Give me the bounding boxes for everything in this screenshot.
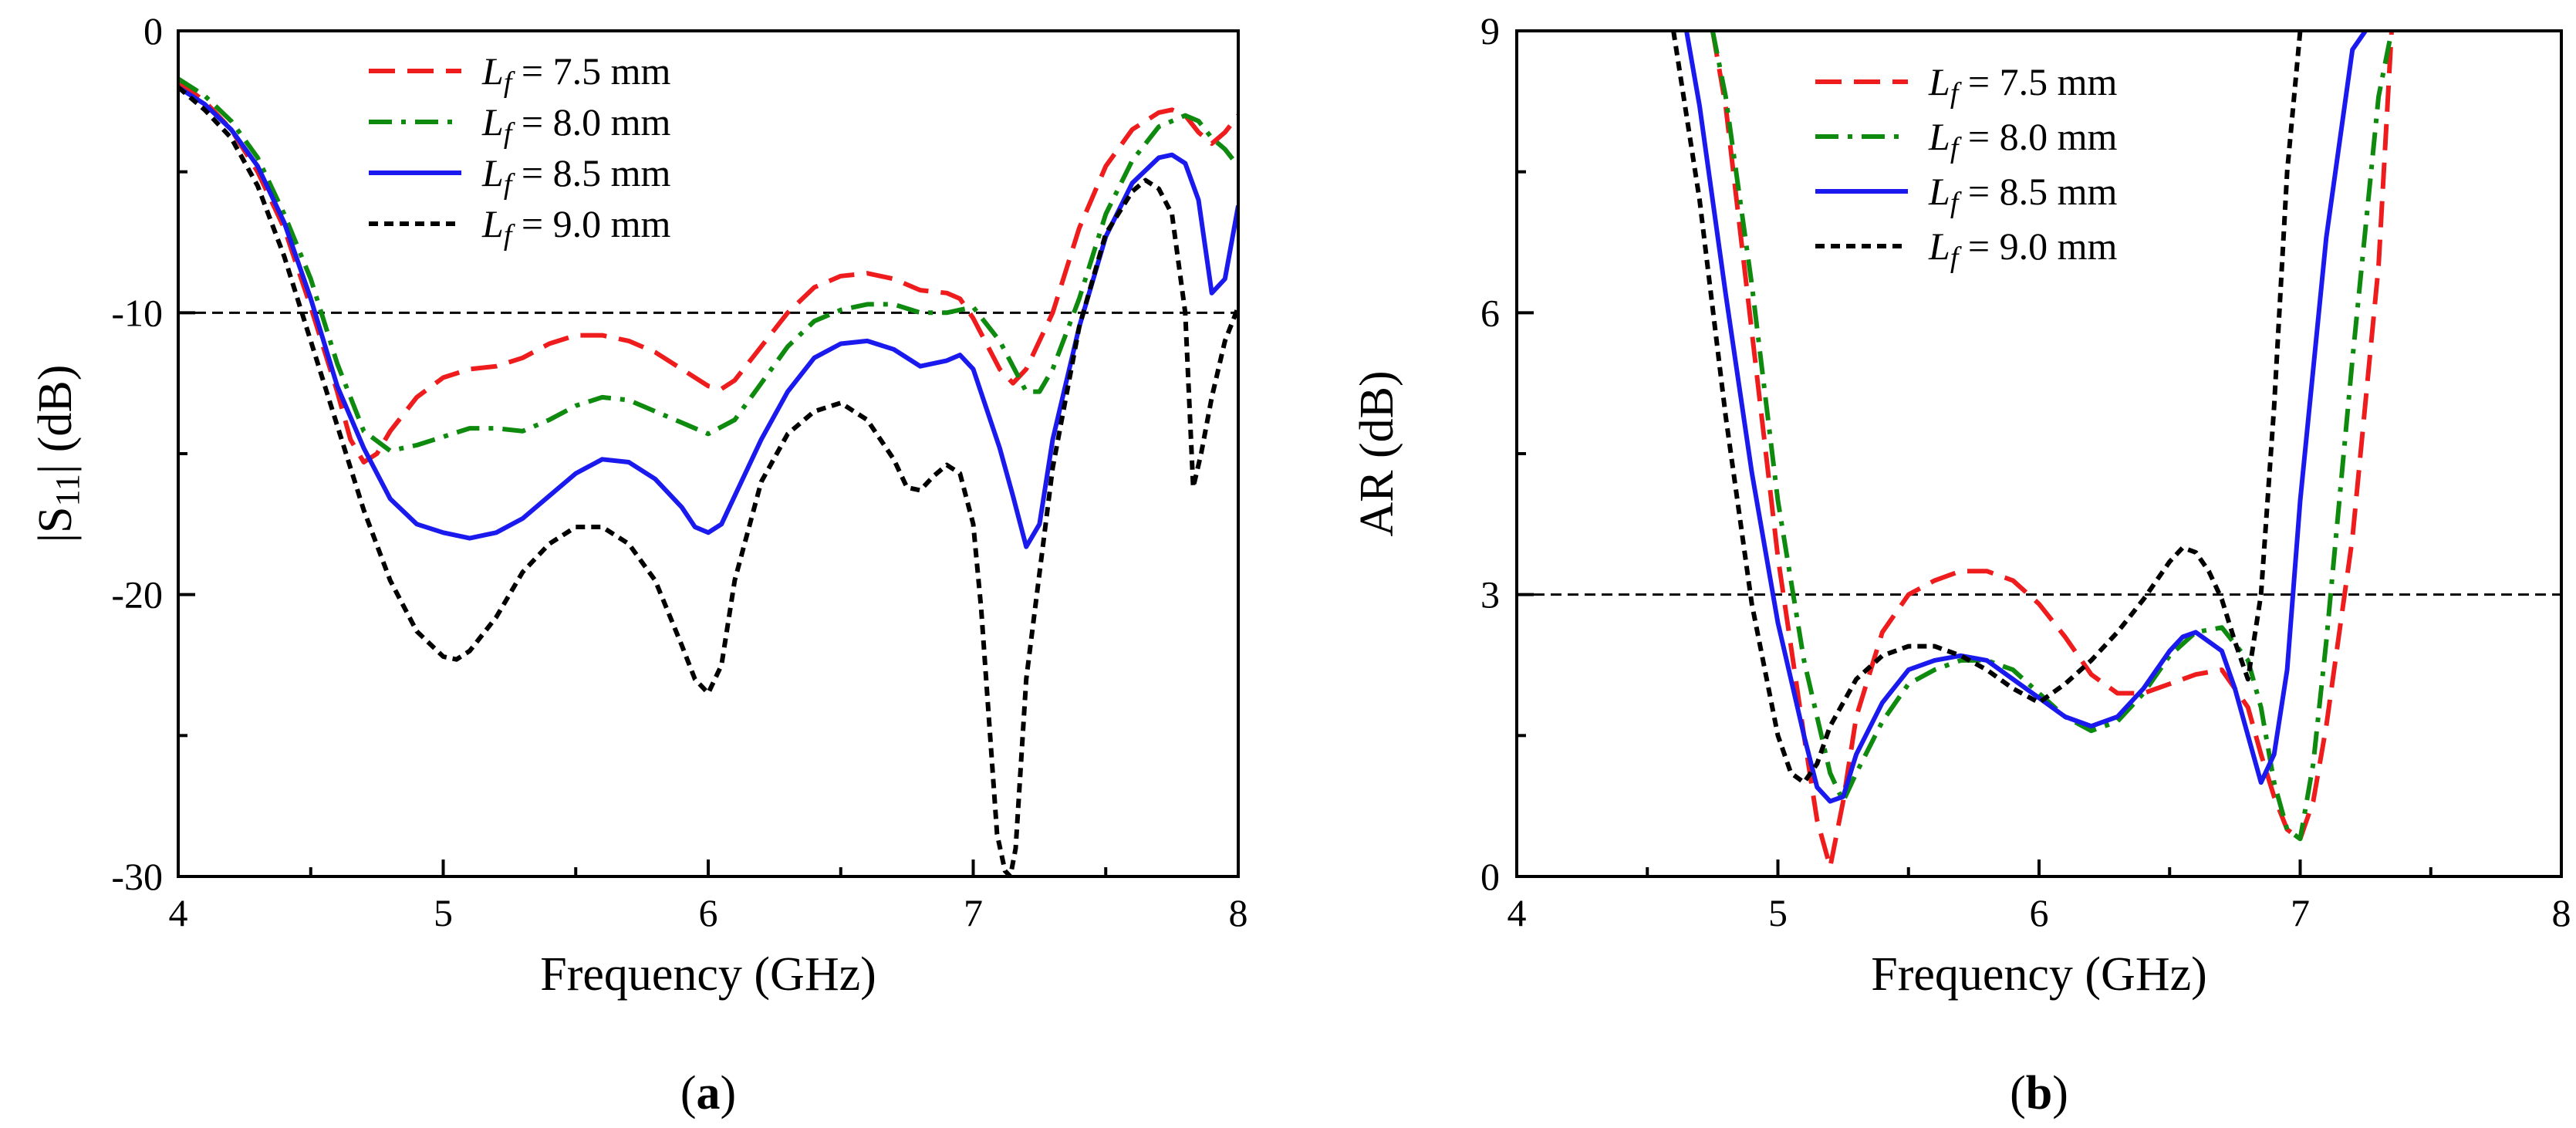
chart-panel-a: 4 5 6 7 8 -30 -20 -10 0 Frequency (GHz) |S11| (dB)… [29, 9, 1248, 1120]
y-tick-label: -20 [111, 573, 163, 616]
x-tick-label: 5 [434, 891, 453, 934]
x-tick-label: 7 [2291, 891, 2310, 934]
legend-value: = 8.0 mm [511, 100, 670, 144]
y-tick-label: 9 [1480, 9, 1500, 52]
legend-label-3: Lf = 8.5 mm [1928, 170, 2117, 219]
panel-label-open: ( [2010, 1067, 2026, 1120]
panel-label-close: ) [2052, 1067, 2068, 1120]
panel-label-open: ( [680, 1067, 697, 1120]
series-line-1 [1710, 31, 2394, 870]
legend-var: L [481, 151, 504, 194]
legend-var: L [481, 100, 504, 144]
x-tick-label: 4 [1507, 891, 1527, 934]
legend-label-1: Lf = 7.5 mm [481, 49, 670, 99]
y-axis-label: |S11| (dB) [29, 365, 86, 543]
chart-panel-b: 4 5 6 7 8 0 3 6 9 Frequency (GHz) AR (dB) Lf = 7.5 … [1351, 9, 2571, 1120]
y-axis-label: AR (dB) [1351, 370, 1403, 536]
panel-label-letter: a [697, 1067, 721, 1120]
legend: Lf = 7.5 mm Lf = 8.0 mm Lf = 8.5 mm Lf = 9.… [1815, 60, 2117, 274]
series-line-3 [1684, 31, 2368, 804]
x-tick-label: 6 [2030, 891, 2049, 934]
x-tick-label: 4 [169, 891, 188, 934]
y-tick-label: 0 [143, 9, 163, 52]
y-axis-label-unit: | (dB) [29, 365, 82, 475]
legend-var: L [1928, 115, 1950, 158]
panel-label: (a) [680, 1067, 736, 1120]
legend-label-2: Lf = 8.0 mm [481, 100, 670, 150]
y-tick-label: 0 [1480, 855, 1500, 898]
series-line-1 [178, 79, 1238, 464]
series-group [1671, 31, 2394, 870]
legend-value: = 9.0 mm [511, 202, 670, 245]
legend-value: = 9.0 mm [1958, 225, 2117, 268]
legend-label-2: Lf = 8.0 mm [1928, 115, 2117, 164]
legend-value: = 7.5 mm [511, 49, 670, 93]
x-axis-label: Frequency (GHz) [1871, 948, 2207, 1001]
y-tick-label: -30 [111, 855, 163, 898]
legend-label-3: Lf = 8.5 mm [481, 151, 670, 201]
panel-label-close: ) [721, 1067, 737, 1120]
legend-var: L [1928, 170, 1950, 213]
series-group [178, 76, 1238, 876]
legend-value: = 8.5 mm [511, 151, 670, 194]
x-tick-label: 6 [699, 891, 718, 934]
x-tick-label: 7 [964, 891, 983, 934]
y-axis-label-main: |S [29, 507, 82, 543]
legend-value: = 8.5 mm [1958, 170, 2117, 213]
legend-value: = 8.0 mm [1958, 115, 2117, 158]
y-tick-label: 6 [1480, 291, 1500, 334]
legend-value: = 7.5 mm [1958, 60, 2117, 103]
panel-label: (b) [2010, 1067, 2068, 1120]
x-tick-label: 8 [2552, 891, 2571, 934]
x-tick-label: 5 [1768, 891, 1788, 934]
panel-label-letter: b [2026, 1067, 2052, 1120]
legend-label-1: Lf = 7.5 mm [1928, 60, 2117, 110]
y-axis-label-subscript: 11 [49, 474, 86, 506]
x-axis-label: Frequency (GHz) [540, 948, 876, 1001]
y-tick-label: -10 [111, 291, 163, 334]
legend-label-4: Lf = 9.0 mm [1928, 225, 2117, 274]
legend-var: L [481, 49, 504, 93]
legend-var: L [1928, 225, 1950, 268]
legend-var: L [481, 202, 504, 245]
legend-var: L [1928, 60, 1950, 103]
y-tick-label: 3 [1480, 573, 1500, 616]
x-tick-label: 8 [1229, 891, 1248, 934]
series-line-4 [1671, 31, 2303, 785]
legend-label-4: Lf = 9.0 mm [481, 202, 670, 252]
